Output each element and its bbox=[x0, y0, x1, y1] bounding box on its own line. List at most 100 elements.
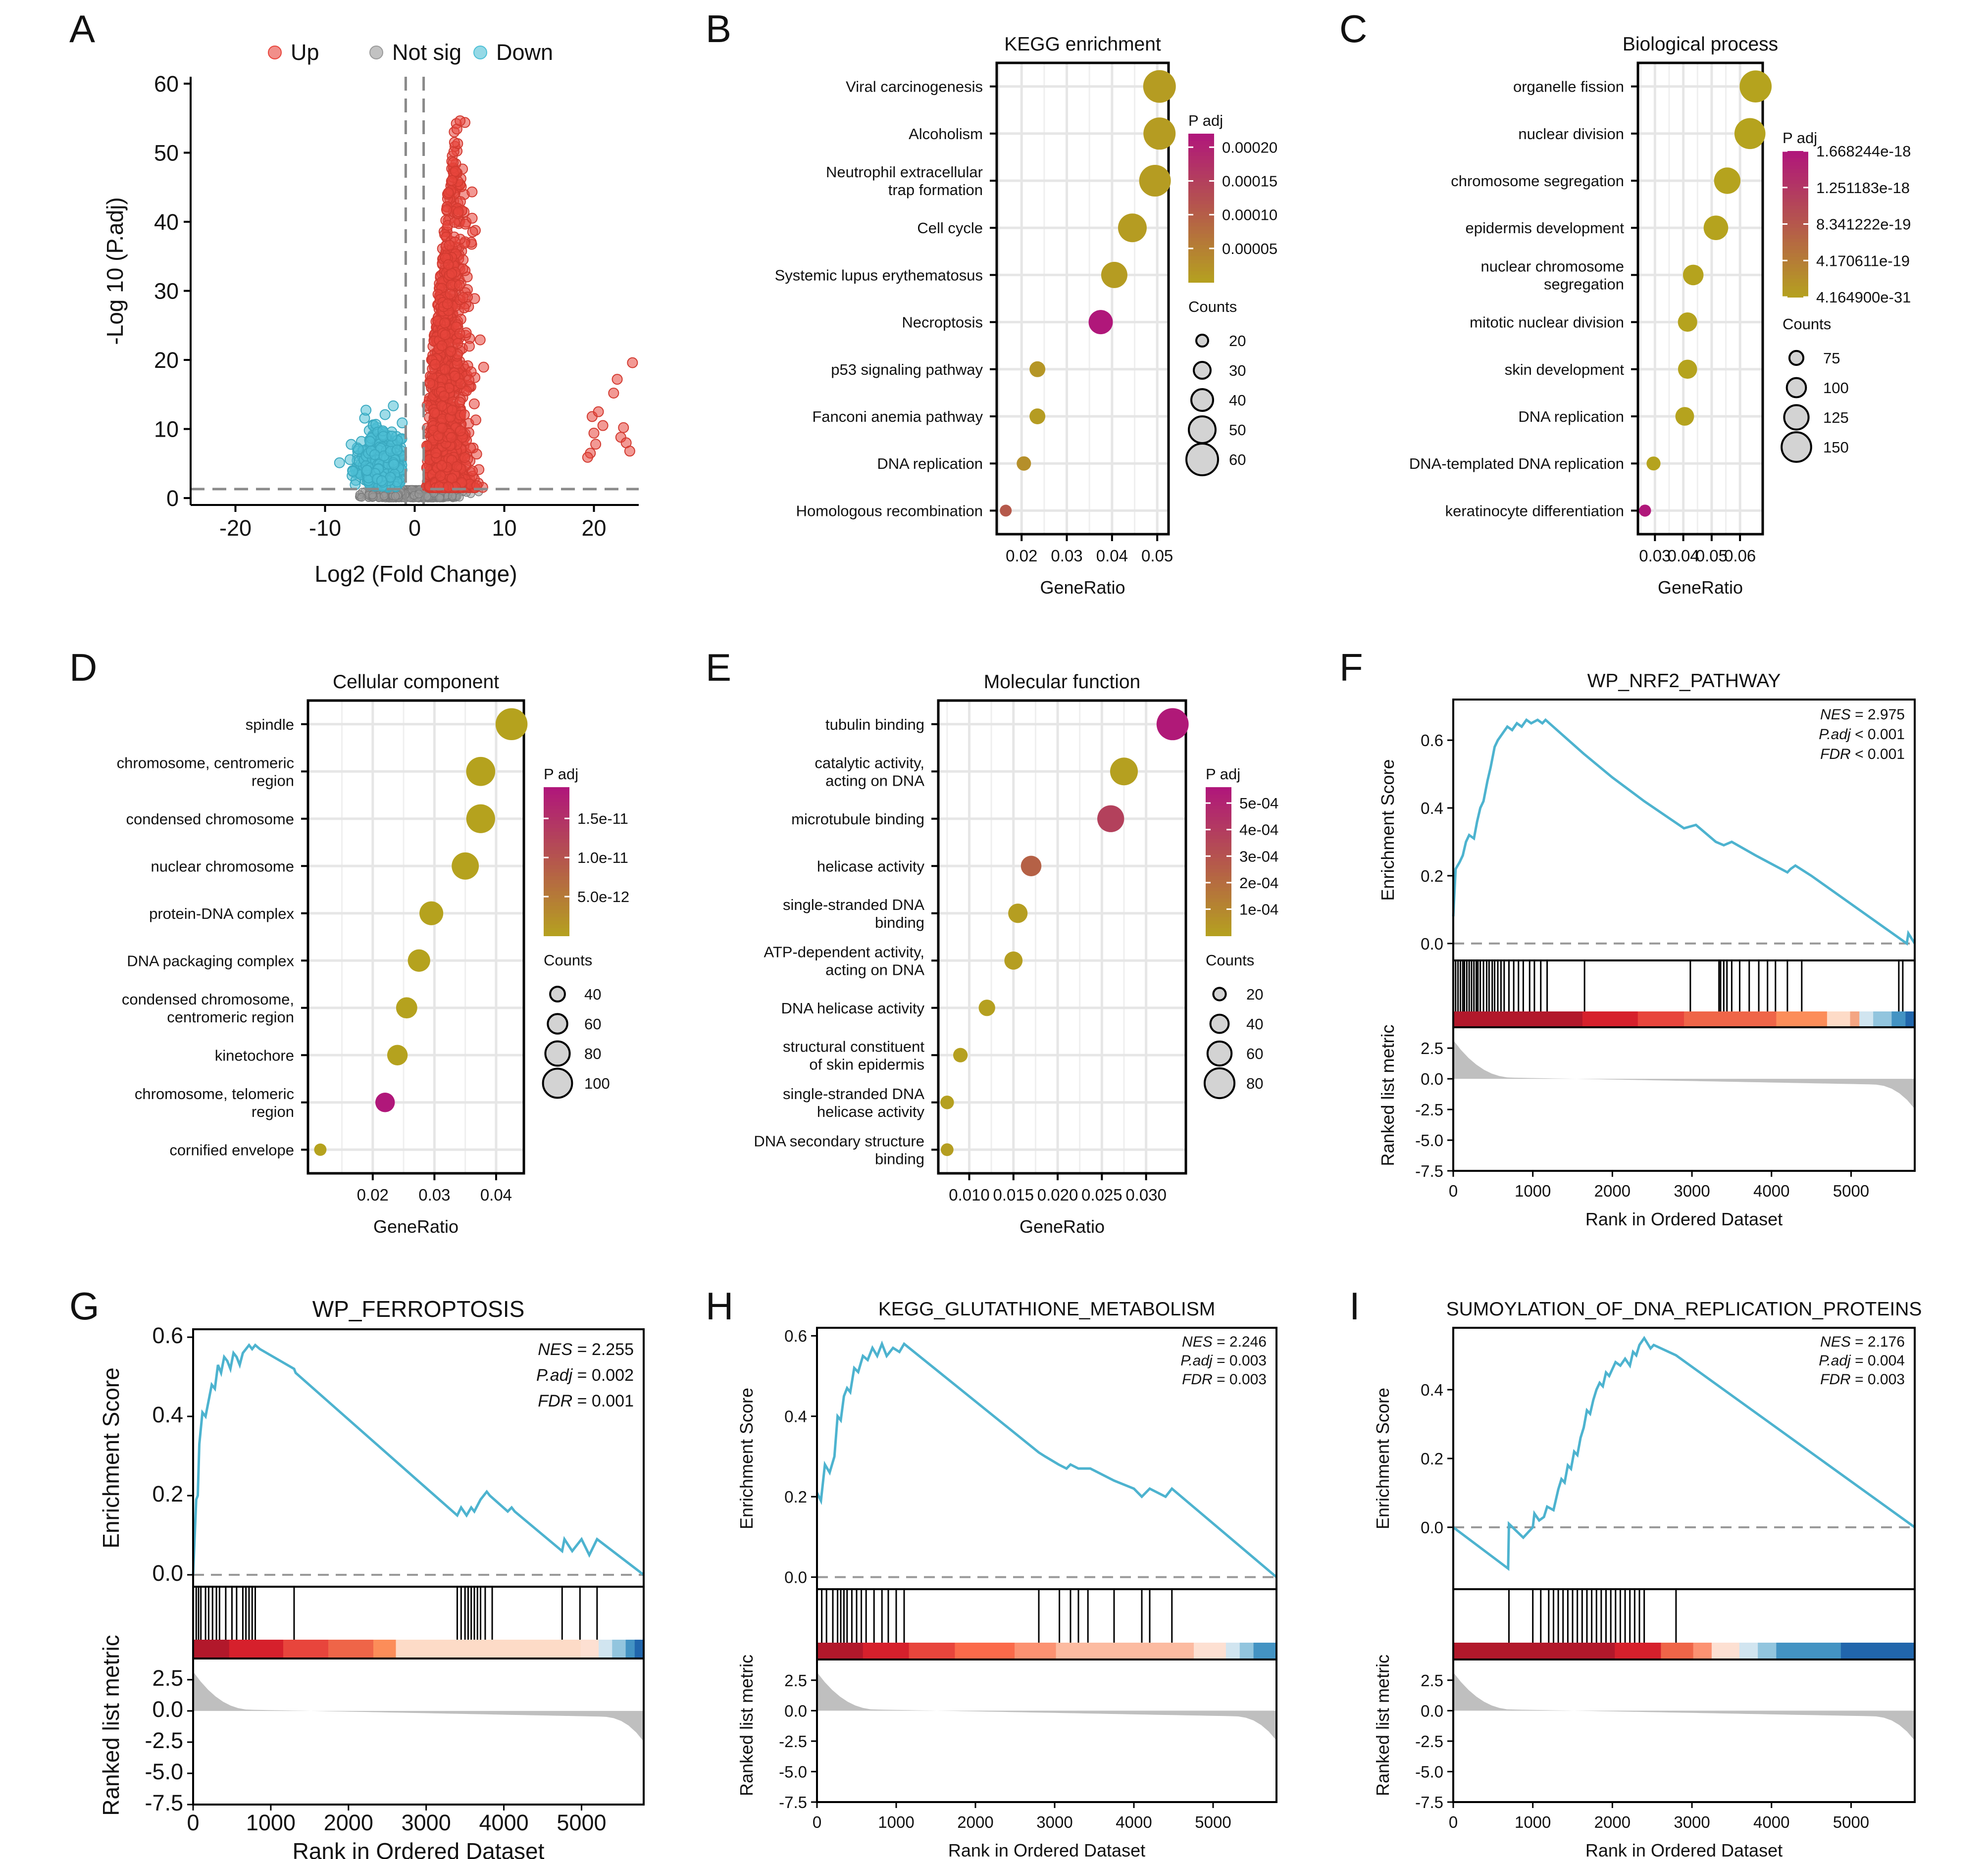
annotation-value: = 0.001 bbox=[577, 1392, 634, 1410]
color-legend-swatch bbox=[544, 902, 569, 906]
x-tick-label: 0 bbox=[1449, 1182, 1458, 1200]
color-legend-swatch bbox=[1188, 174, 1214, 179]
x-axis-label: Rank in Ordered Dataset bbox=[293, 1838, 545, 1859]
color-legend-swatch bbox=[1188, 238, 1214, 242]
dot-point bbox=[1118, 213, 1147, 243]
annotation-key: NES bbox=[538, 1340, 577, 1359]
term-label: organelle fission bbox=[1513, 78, 1624, 96]
point-notsig bbox=[448, 492, 457, 501]
annotation-key: FDR bbox=[1820, 1371, 1855, 1388]
term-label: structural constituent bbox=[783, 1038, 924, 1055]
point-up-outlier bbox=[608, 387, 619, 399]
color-legend-swatch bbox=[1206, 869, 1231, 873]
color-legend-swatch bbox=[1783, 290, 1808, 294]
color-legend-swatch bbox=[1206, 850, 1231, 854]
color-legend-swatch bbox=[1783, 216, 1808, 221]
term-label: mitotic nuclear division bbox=[1470, 314, 1624, 331]
color-legend-swatch bbox=[1783, 209, 1808, 214]
point-up bbox=[459, 409, 470, 420]
term-label: nuclear chromosome bbox=[151, 857, 294, 875]
color-legend-swatch bbox=[544, 887, 569, 892]
term-label: Neutrophil extracellular bbox=[826, 163, 983, 181]
dot-point bbox=[1110, 757, 1138, 786]
color-tick-label: 0.00020 bbox=[1222, 139, 1277, 156]
color-legend-swatch bbox=[544, 906, 569, 910]
color-legend-swatch bbox=[1206, 817, 1231, 821]
color-legend-swatch bbox=[544, 891, 569, 896]
color-legend-swatch bbox=[1783, 176, 1808, 181]
color-legend-swatch bbox=[544, 824, 569, 829]
color-tick-label: 1e-04 bbox=[1239, 901, 1278, 918]
x-tick-label: 0.03 bbox=[1639, 547, 1671, 565]
term-label: helicase activity bbox=[817, 1103, 925, 1120]
color-tick-label: 4.170611e-19 bbox=[1816, 252, 1910, 269]
y-tick-label: 10 bbox=[154, 417, 179, 442]
dot-point bbox=[1678, 359, 1697, 379]
size-legend-label: 40 bbox=[1229, 392, 1246, 409]
point-up bbox=[446, 175, 458, 186]
rank-color-segment bbox=[1711, 1643, 1740, 1659]
dot-point bbox=[940, 1096, 954, 1109]
color-tick-label: 0.00015 bbox=[1222, 172, 1277, 190]
color-legend-swatch bbox=[544, 924, 569, 929]
color-legend-swatch bbox=[1783, 253, 1808, 257]
color-legend-swatch bbox=[1188, 134, 1214, 138]
color-legend-swatch bbox=[1783, 246, 1808, 251]
point-up bbox=[463, 341, 475, 352]
metric-frame bbox=[192, 1658, 645, 1806]
metric-area bbox=[193, 1671, 644, 1742]
x-tick-label: 0 bbox=[187, 1810, 199, 1835]
x-axis-label: Log2 (Fold Change) bbox=[314, 561, 517, 587]
term-label: condensed chromosome bbox=[126, 810, 294, 828]
y-tick-label: 0.0 bbox=[1421, 1070, 1443, 1088]
color-legend-swatch bbox=[544, 839, 569, 844]
color-legend-swatch bbox=[544, 820, 569, 825]
color-legend-swatch bbox=[1188, 230, 1214, 235]
chart-title: WP_NRF2_PATHWAY bbox=[1587, 670, 1781, 692]
y-tick-label: -7.5 bbox=[1415, 1162, 1443, 1180]
term-label: Necroptosis bbox=[902, 314, 983, 331]
annotation: FDR < 0.001 bbox=[1820, 746, 1905, 762]
y-tick-label: 0.0 bbox=[152, 1560, 183, 1586]
size-legend-label: 30 bbox=[1229, 362, 1246, 379]
annotation-key: NES bbox=[1820, 706, 1855, 723]
x-tick-label: 10 bbox=[492, 515, 516, 541]
annotation-key: FDR bbox=[1820, 746, 1855, 762]
size-legend-label: 150 bbox=[1823, 439, 1849, 456]
rank-color-segment bbox=[1193, 1643, 1226, 1659]
size-legend-marker bbox=[1206, 1040, 1233, 1067]
point-up bbox=[446, 432, 457, 443]
point-up bbox=[436, 422, 448, 434]
color-legend-swatch bbox=[1206, 924, 1231, 929]
rank-color-segment bbox=[1637, 1011, 1684, 1027]
x-tick-label: 3000 bbox=[1674, 1182, 1710, 1200]
color-legend-swatch bbox=[544, 798, 569, 803]
rank-color-segment bbox=[1253, 1643, 1277, 1659]
color-legend-swatch bbox=[1783, 242, 1808, 247]
color-legend-swatch bbox=[544, 872, 569, 877]
point-up bbox=[447, 404, 458, 416]
dot-point bbox=[1143, 70, 1176, 103]
x-tick-label: 0.02 bbox=[1006, 547, 1037, 565]
color-legend-swatch bbox=[544, 909, 569, 914]
color-legend-swatch bbox=[1783, 180, 1808, 185]
term-label: Cell cycle bbox=[917, 219, 983, 237]
rank-color-segment bbox=[1776, 1643, 1841, 1659]
term-label: acting on DNA bbox=[825, 961, 924, 978]
annotation: NES = 2.255 bbox=[538, 1340, 634, 1359]
annotation-value: = 0.003 bbox=[1217, 1371, 1267, 1388]
color-legend-title: P adj bbox=[1188, 112, 1223, 129]
point-notsig bbox=[455, 493, 464, 502]
annotation-key: P.adj bbox=[536, 1366, 577, 1385]
color-legend-swatch bbox=[1206, 876, 1231, 881]
annotation-key: FDR bbox=[538, 1392, 577, 1410]
point-up bbox=[448, 157, 459, 168]
y-tick-label: -7.5 bbox=[145, 1790, 183, 1815]
annotation-value: = 0.002 bbox=[577, 1366, 634, 1385]
annotation-value: = 2.975 bbox=[1855, 706, 1905, 723]
color-legend-swatch bbox=[1188, 215, 1214, 220]
term-label: acting on DNA bbox=[825, 772, 924, 789]
color-legend-swatch bbox=[1188, 252, 1214, 257]
size-legend-label: 20 bbox=[1229, 332, 1246, 350]
color-legend-swatch bbox=[1188, 167, 1214, 171]
